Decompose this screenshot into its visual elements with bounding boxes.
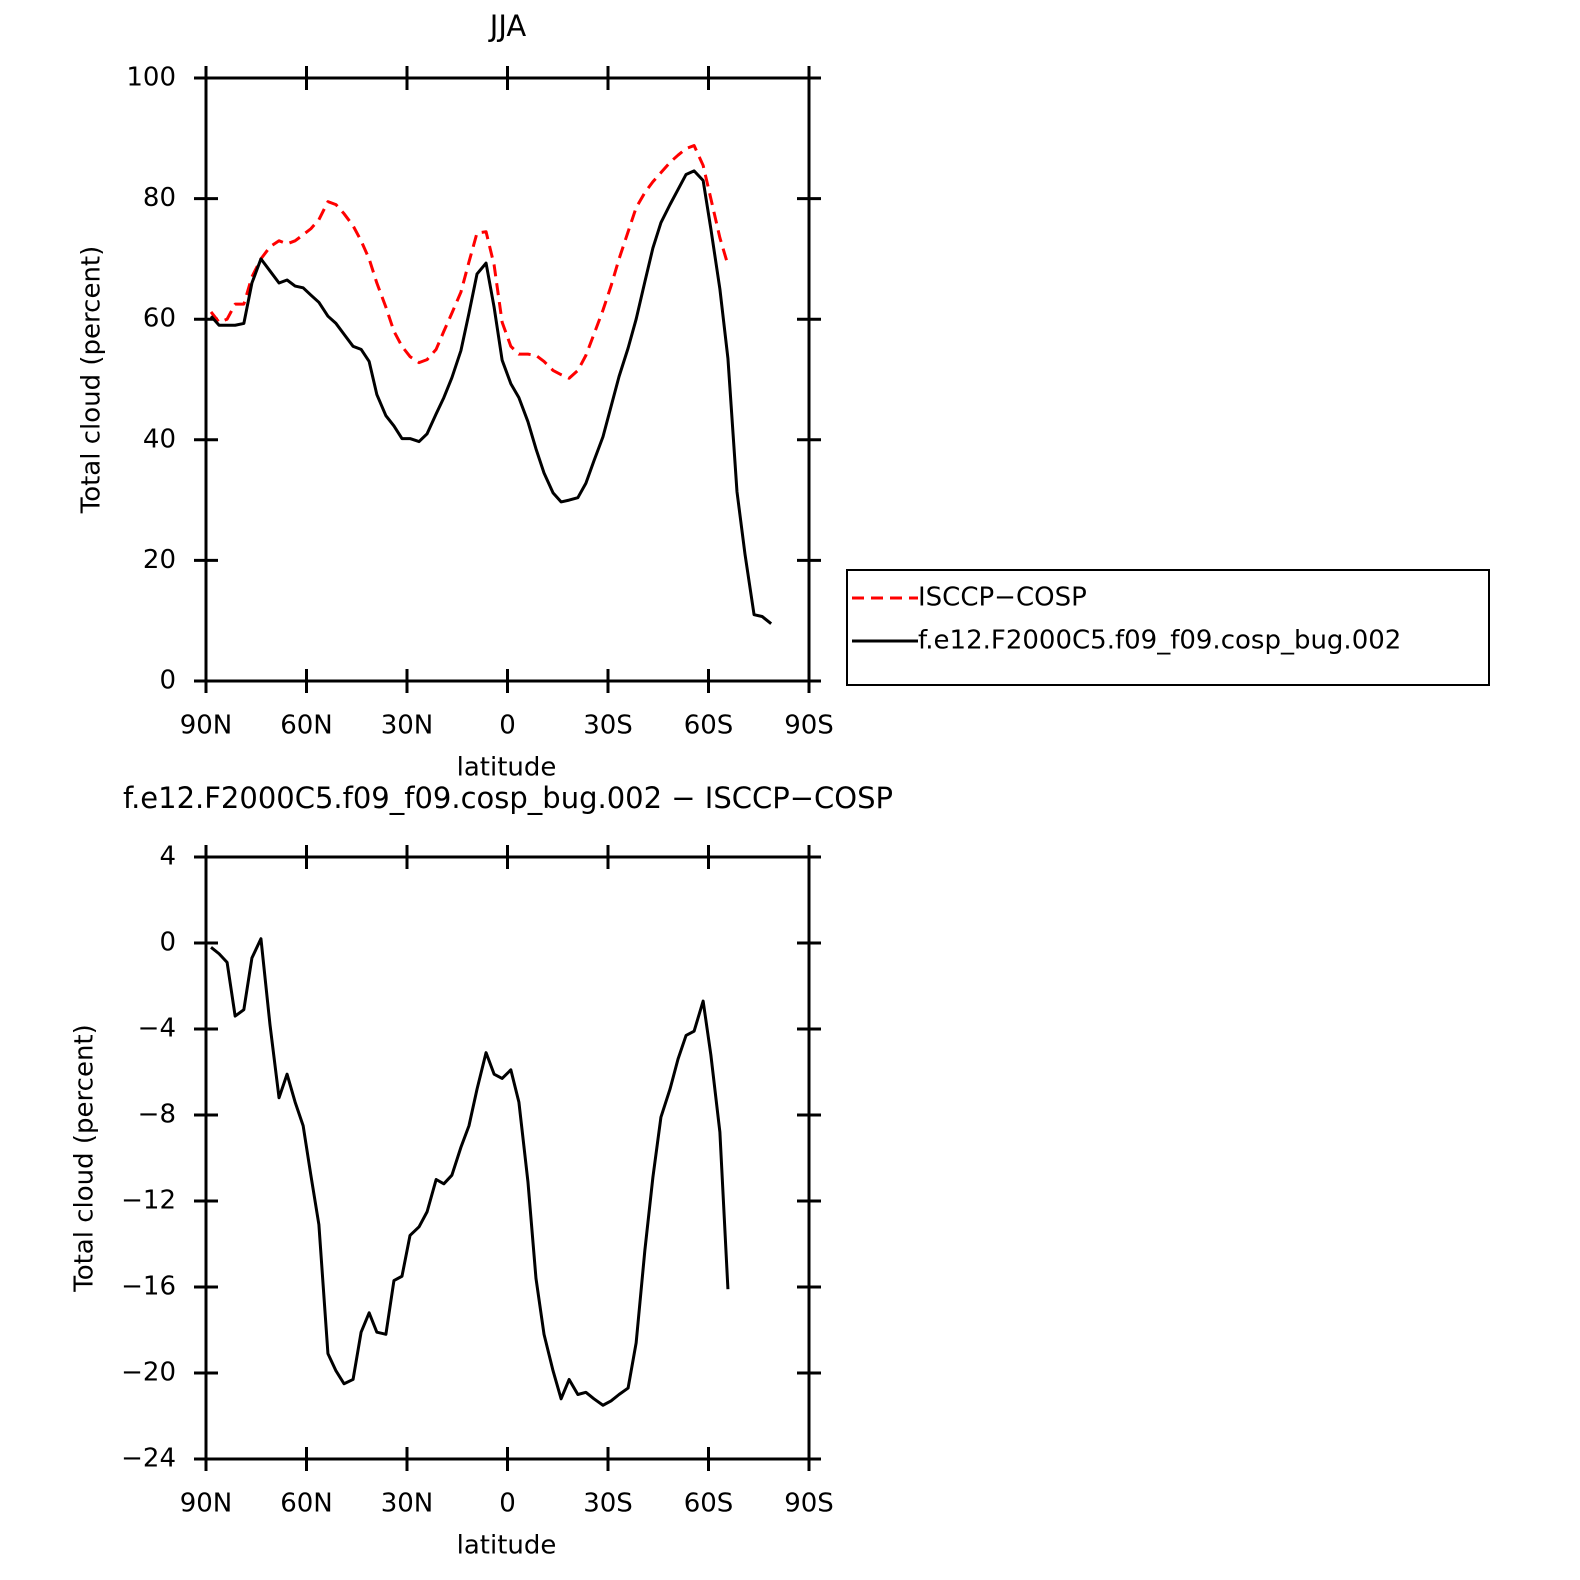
chart-title: JJA [488, 9, 527, 43]
y-axis-label: Total cloud (percent) [77, 246, 107, 515]
y-tick-label: 0 [159, 666, 176, 696]
y-tick-label: −12 [121, 1186, 176, 1216]
legend: ISCCP−COSP f.e12.F2000C5.f09_f09.cosp_bug… [846, 569, 1490, 686]
x-tick-label: 90N [180, 1489, 233, 1519]
y-axis-label: Total cloud (percent) [70, 1024, 100, 1293]
y-tick-label: −4 [138, 1014, 176, 1044]
y-tick-label: −24 [121, 1444, 176, 1474]
y-tick-label: −16 [121, 1272, 176, 1302]
x-tick-label: 60S [684, 1489, 734, 1519]
x-tick-label: 60N [280, 711, 333, 741]
x-tick-label: 60S [684, 711, 734, 741]
y-tick-label: 40 [143, 424, 176, 454]
y-tick-label: 4 [159, 842, 176, 872]
plot-frame [204, 855, 811, 1461]
x-tick-label: 90S [784, 711, 834, 741]
legend-label: ISCCP−COSP [918, 583, 1087, 613]
data-line [209, 169, 773, 625]
x-tick-label: 90N [180, 711, 233, 741]
x-tick-label: 0 [499, 1489, 516, 1519]
x-tick-label: 30S [583, 1489, 633, 1519]
x-axis-label: latitude [457, 1531, 557, 1561]
x-tick-label: 30S [583, 711, 633, 741]
x-tick-label: 60N [280, 1489, 333, 1519]
y-tick-label: −20 [121, 1358, 176, 1388]
y-tick-label: 100 [126, 63, 176, 93]
x-tick-label: 30N [381, 711, 434, 741]
x-tick-label: 30N [381, 1489, 434, 1519]
plot-frame [204, 76, 811, 683]
chart-title: f.e12.F2000C5.f09_f09.cosp_bug.002 − ISC… [123, 781, 893, 815]
data-line [209, 144, 730, 380]
y-tick-label: 80 [143, 183, 176, 213]
y-tick-label: 60 [143, 304, 176, 334]
x-axis-label: latitude [457, 753, 557, 783]
x-tick-label: 0 [499, 711, 516, 741]
legend-label: f.e12.F2000C5.f09_f09.cosp_bug.002 [918, 626, 1401, 656]
panel: JJA 0 20 40 60 80 100 90N 60N 30N 0 30S 60S 90S latitu… [77, 9, 834, 783]
data-line [210, 937, 730, 1407]
y-tick-label: −8 [138, 1100, 176, 1130]
y-tick-label: 0 [159, 928, 176, 958]
legend-box [846, 569, 1490, 686]
x-tick-label: 90S [784, 1489, 834, 1519]
panel: f.e12.F2000C5.f09_f09.cosp_bug.002 − ISC… [70, 781, 894, 1561]
y-tick-label: 20 [143, 545, 176, 575]
